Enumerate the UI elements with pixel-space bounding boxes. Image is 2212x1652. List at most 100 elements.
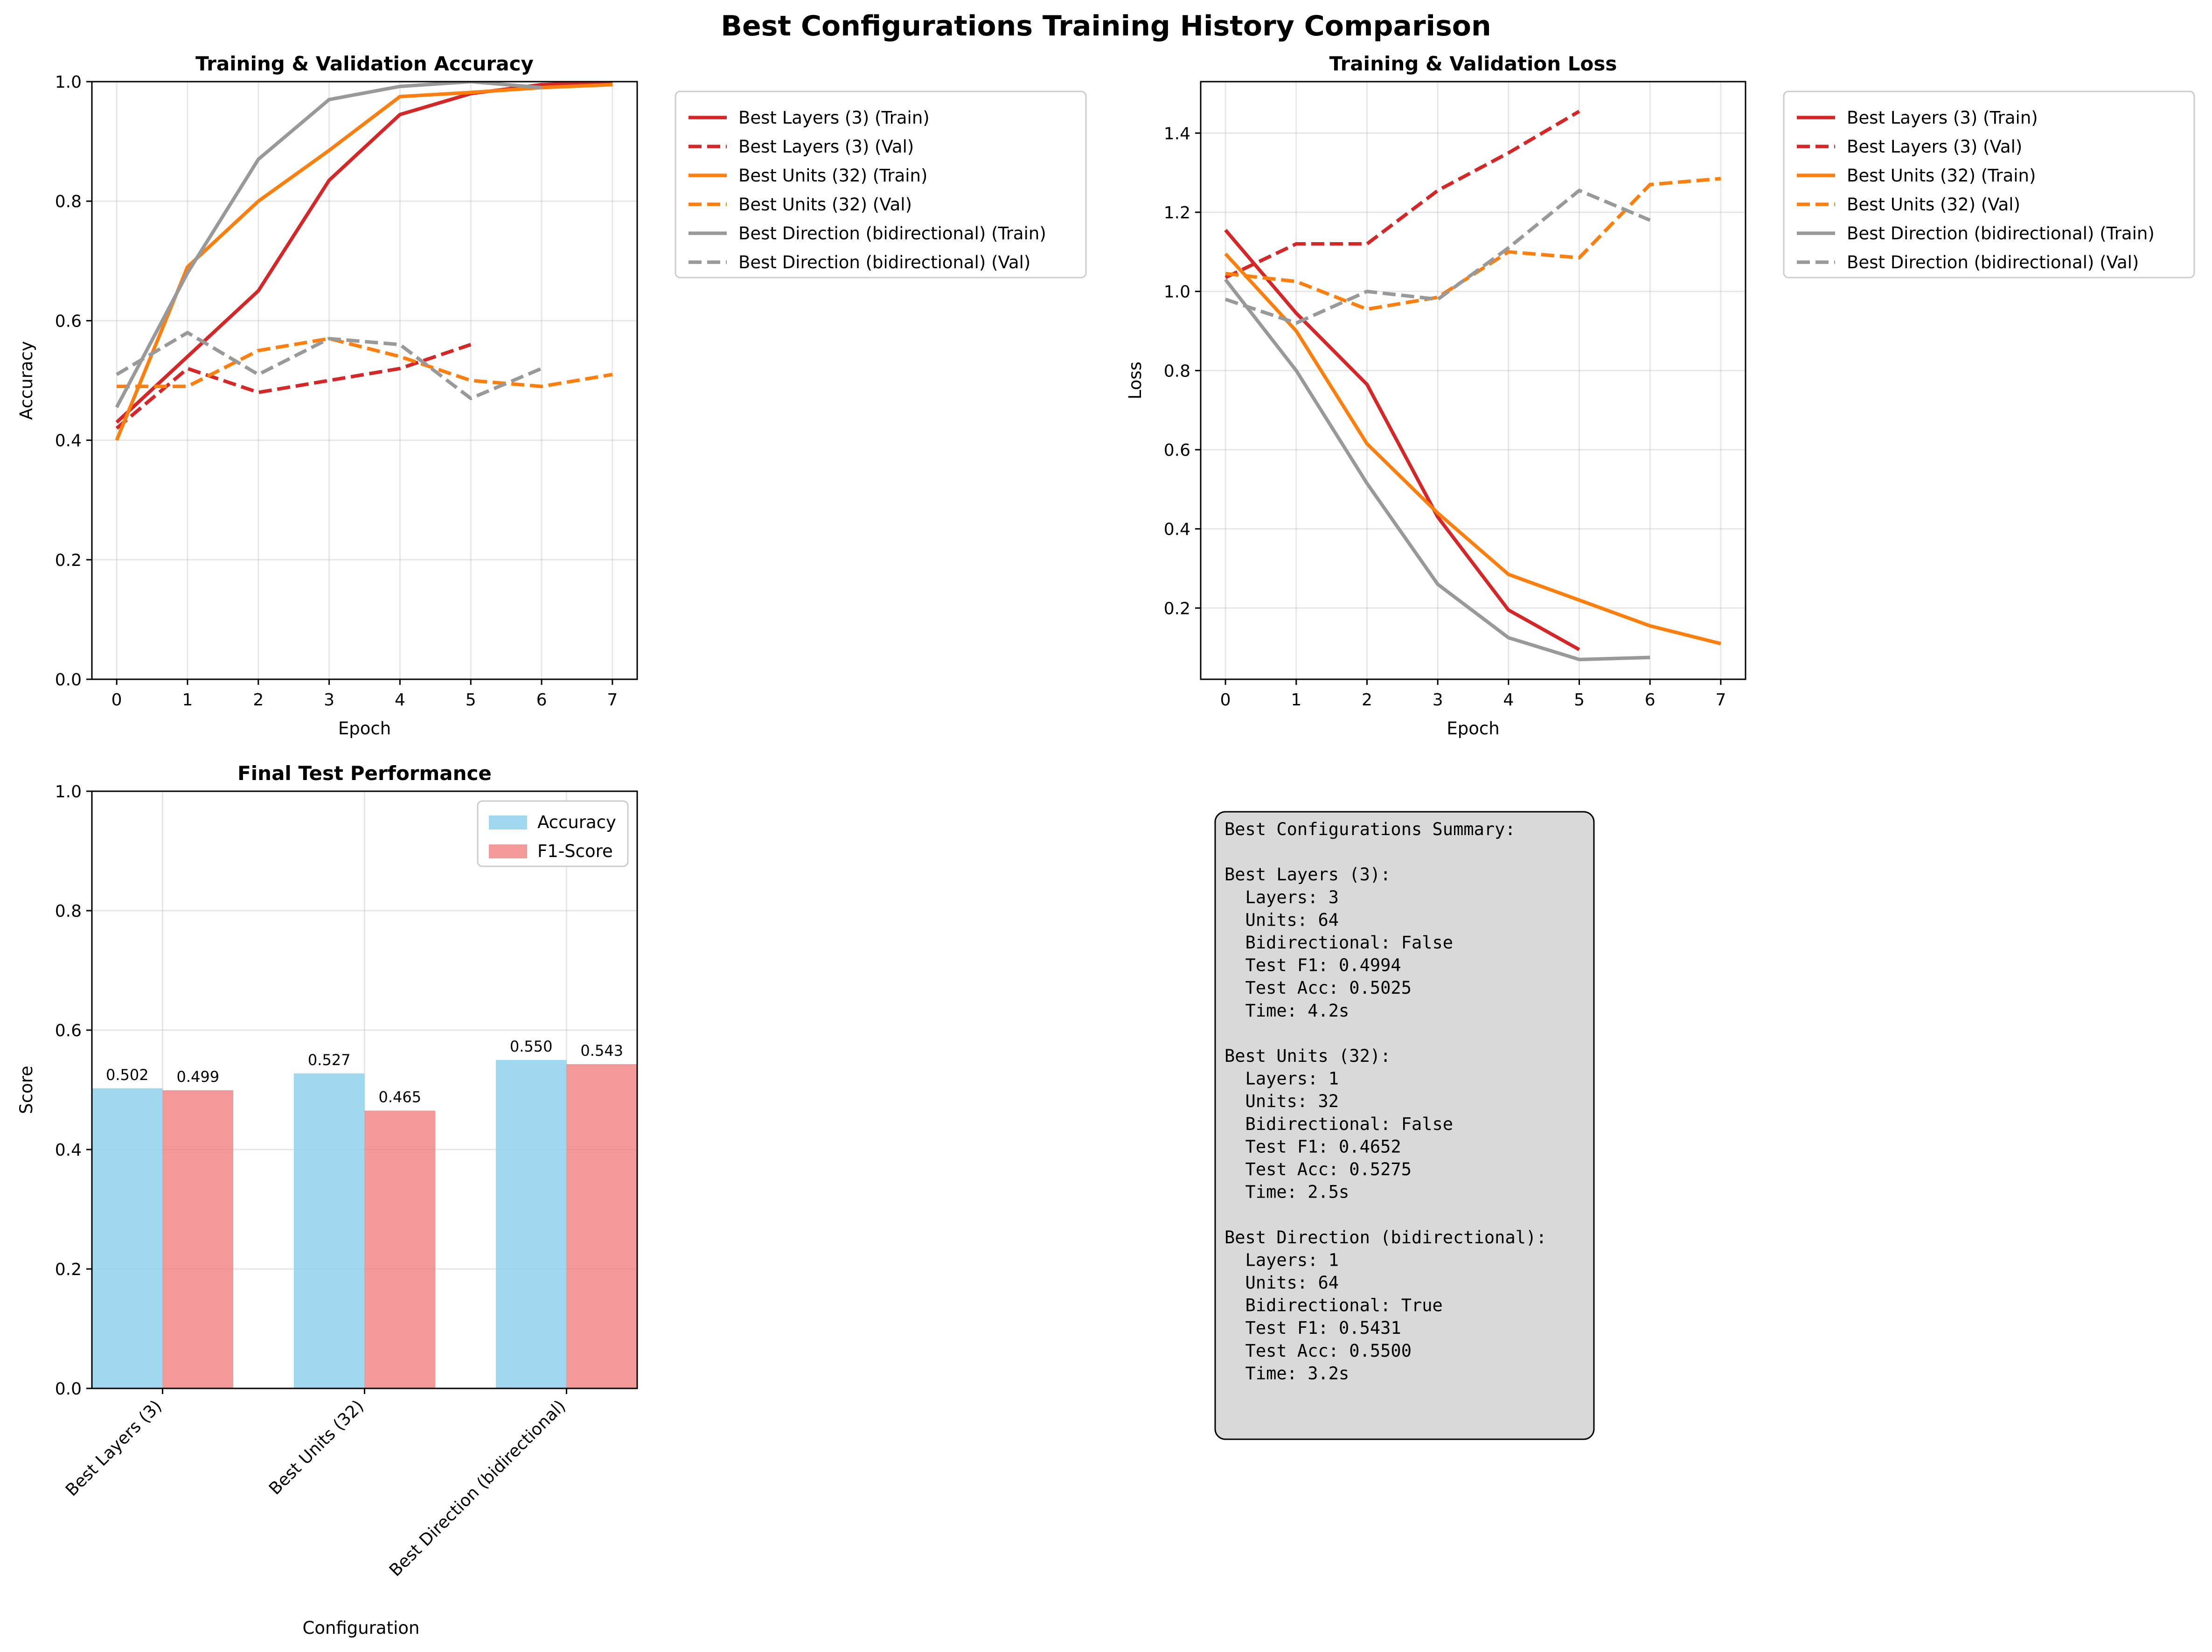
summary-line: Time: 3.2s: [1224, 1363, 1349, 1383]
x-tick-label: 4: [395, 690, 405, 710]
y-tick-label: 0.6: [55, 1021, 82, 1040]
x-tick-label: 6: [1645, 690, 1656, 710]
x-tick-label: 3: [324, 690, 334, 710]
series-line-3: [117, 337, 613, 389]
legend-label-5: Best Direction (bidirectional) (Val): [1847, 252, 2139, 272]
y-tick-label: 0.0: [55, 670, 82, 690]
y-tick-label: 0.4: [55, 432, 82, 451]
summary-line: Units: 32: [1224, 1091, 1339, 1111]
x-tick-label: 4: [1503, 690, 1514, 710]
y-tick-label: 0.2: [1164, 599, 1190, 618]
y-axis-label: Score: [16, 1066, 36, 1114]
y-tick-label: 1.0: [1164, 283, 1190, 302]
summary-line: Test F1: 0.4994: [1224, 955, 1401, 976]
loss-panel: 0 1 2 3 4 5 6 7 0.2 0.4 0.6 0.8 1.0 1.2 1.4 Training & …: [1125, 52, 2195, 739]
y-tick-label: 0.2: [55, 551, 82, 570]
summary-line: Bidirectional: False: [1224, 933, 1453, 953]
x-axis-label: Epoch: [1447, 718, 1499, 739]
summary-line: Test F1: 0.5431: [1224, 1318, 1401, 1338]
f1-bar-2: [566, 1064, 637, 1388]
summary-line: Test F1: 0.4652: [1224, 1136, 1401, 1157]
series-line-4: [115, 82, 542, 408]
summary-line: Bidirectional: False: [1224, 1114, 1453, 1134]
y-axis-label: Accuracy: [16, 341, 36, 420]
summary-line: Test Acc: 0.5025: [1224, 978, 1412, 998]
x-tick-label: Best Direction (bidirectional): [386, 1396, 570, 1580]
series-line-1: [1224, 110, 1580, 279]
accuracy-panel: 0 1 2 3 4 5 6 7 0.0 0.2 0.4 0.6 0.8 1.0 Training & Val…: [16, 52, 1087, 739]
x-tick-label: 0: [111, 690, 122, 710]
legend-label-4: Best Direction (bidirectional) (Train): [1847, 223, 2155, 244]
y-tick-label: 0.8: [1164, 362, 1190, 381]
x-axis-label: Epoch: [338, 718, 391, 739]
y-tick-label: 0.8: [55, 902, 82, 921]
accuracy-bar-0: [92, 1088, 163, 1388]
legend-label-2: Best Units (32) (Train): [1847, 166, 2036, 186]
f1-bar-1: [364, 1110, 436, 1388]
summary-line: Time: 4.2s: [1224, 1001, 1349, 1021]
accuracy-label-2: 0.550: [510, 1038, 553, 1055]
x-tick-label: 0: [1220, 690, 1231, 710]
legend-box: [675, 91, 1087, 279]
panel-title: Final Test Performance: [237, 762, 492, 785]
series-line-5: [1224, 188, 1651, 325]
series-line-0: [1224, 229, 1580, 651]
f1-label-1: 0.465: [378, 1088, 421, 1106]
x-tick-label: 5: [1574, 690, 1585, 710]
y-tick-label: 1.0: [55, 73, 82, 92]
panel-title: Training & Validation Loss: [1329, 52, 1617, 75]
summary-line: Best Layers (3):: [1224, 864, 1391, 885]
summary-line: Units: 64: [1224, 1273, 1339, 1293]
legend-label-3: Best Units (32) (Val): [1847, 195, 2020, 215]
y-axis-label: Loss: [1125, 362, 1145, 399]
summary-line: Best Units (32):: [1224, 1046, 1391, 1066]
y-tick-label: 0.4: [1164, 520, 1190, 539]
x-tick-label: Best Units (32): [265, 1396, 368, 1499]
summary-box-background: [1214, 811, 1595, 1440]
legend-label-0: Best Layers (3) (Train): [1847, 108, 2038, 128]
y-tick-label: 0.4: [55, 1141, 82, 1160]
legend-label-2: Best Units (32) (Train): [738, 166, 927, 186]
x-tick-label: 6: [536, 690, 547, 710]
legend-label-1: F1-Score: [537, 841, 613, 861]
legend-swatch-0: [489, 816, 527, 829]
y-tick-label: 0.2: [55, 1260, 82, 1279]
plot-frame: [1200, 81, 1746, 680]
summary-line: Time: 2.5s: [1224, 1182, 1349, 1202]
legend-label-0: Best Layers (3) (Train): [738, 108, 930, 128]
legend-swatch-1: [489, 844, 527, 858]
accuracy-label-0: 0.502: [106, 1066, 149, 1084]
x-tick-label: 7: [1715, 690, 1726, 710]
x-tick-label: 1: [182, 690, 193, 710]
plot-frame: [91, 81, 638, 680]
x-axis-label: Configuration: [303, 1618, 420, 1638]
y-tick-label: 1.0: [55, 782, 82, 802]
summary-line: Best Direction (bidirectional):: [1224, 1227, 1547, 1248]
x-tick-label: 7: [607, 690, 618, 710]
y-tick-label: 1.2: [1164, 203, 1190, 223]
series-line-5: [116, 331, 543, 400]
f1-bar-0: [162, 1090, 234, 1388]
series-line-3: [1225, 177, 1721, 311]
x-tick-label: 3: [1433, 690, 1443, 710]
legend-box: [1783, 91, 2195, 279]
x-tick-label: Best Layers (3): [62, 1396, 166, 1500]
legend-label-1: Best Layers (3) (Val): [738, 137, 914, 157]
f1-label-0: 0.499: [177, 1068, 220, 1086]
accuracy-label-1: 0.527: [308, 1051, 351, 1069]
legend-label-5: Best Direction (bidirectional) (Val): [738, 252, 1030, 272]
test-performance-panel: 0.0 0.2 0.4 0.6 0.8 1.0 0.502 0.527 0.550 0.499 0.…: [16, 762, 638, 1638]
figure-title: Best Configurations Training History Com…: [721, 10, 1491, 42]
series-line-4: [1224, 278, 1650, 662]
y-tick-label: 1.4: [1164, 124, 1190, 143]
legend-label-3: Best Units (32) (Val): [738, 195, 912, 215]
summary-line: Layers: 1: [1224, 1250, 1339, 1270]
panel-title: Training & Validation Accuracy: [195, 52, 534, 75]
x-tick-label: 1: [1291, 690, 1301, 710]
x-tick-label: 5: [466, 690, 476, 710]
y-tick-label: 0.6: [1164, 441, 1190, 460]
legend-label-4: Best Direction (bidirectional) (Train): [738, 223, 1046, 244]
legend-label-0: Accuracy: [537, 812, 616, 832]
summary-box: Best Configurations Summary: Best Layers …: [1214, 811, 1595, 1440]
